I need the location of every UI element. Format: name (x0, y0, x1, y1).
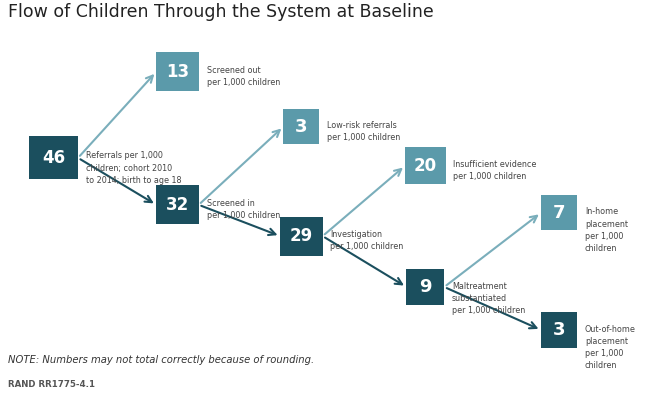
Text: 32: 32 (166, 196, 189, 214)
FancyBboxPatch shape (541, 195, 577, 230)
Text: Screened out
per 1,000 children: Screened out per 1,000 children (206, 66, 280, 87)
Text: 46: 46 (42, 149, 65, 167)
FancyBboxPatch shape (157, 185, 198, 225)
Text: Out-of-home
placement
per 1,000
children: Out-of-home placement per 1,000 children (585, 325, 635, 370)
Text: 3: 3 (553, 321, 565, 339)
FancyBboxPatch shape (157, 52, 198, 91)
FancyBboxPatch shape (541, 312, 577, 348)
FancyBboxPatch shape (405, 147, 445, 184)
Text: Flow of Children Through the System at Baseline: Flow of Children Through the System at B… (8, 3, 434, 21)
Text: Investigation
per 1,000 children: Investigation per 1,000 children (330, 230, 403, 251)
Text: 9: 9 (419, 278, 432, 296)
FancyBboxPatch shape (406, 269, 444, 305)
Text: Low-risk referrals
per 1,000 children: Low-risk referrals per 1,000 children (328, 121, 400, 143)
Text: 3: 3 (295, 117, 308, 136)
Text: Screened in
per 1,000 children: Screened in per 1,000 children (206, 199, 280, 220)
Text: In-home
placement
per 1,000
children: In-home placement per 1,000 children (585, 207, 627, 253)
Text: Maltreatment
substantiated
per 1,000 children: Maltreatment substantiated per 1,000 chi… (452, 282, 525, 315)
Text: 29: 29 (290, 227, 313, 245)
Text: NOTE: Numbers may not total correctly because of rounding.: NOTE: Numbers may not total correctly be… (8, 355, 314, 366)
FancyBboxPatch shape (29, 136, 78, 179)
Text: Referrals per 1,000
children; cohort 2010
to 2014; birth to age 18: Referrals per 1,000 children; cohort 201… (86, 151, 181, 185)
Text: RAND RR1775-4.1: RAND RR1775-4.1 (8, 380, 95, 389)
Text: 13: 13 (166, 63, 189, 81)
Text: 20: 20 (414, 157, 437, 175)
Text: Insufficient evidence
per 1,000 children: Insufficient evidence per 1,000 children (453, 160, 536, 181)
FancyBboxPatch shape (284, 109, 320, 144)
FancyBboxPatch shape (280, 217, 323, 256)
Text: 7: 7 (553, 204, 565, 222)
